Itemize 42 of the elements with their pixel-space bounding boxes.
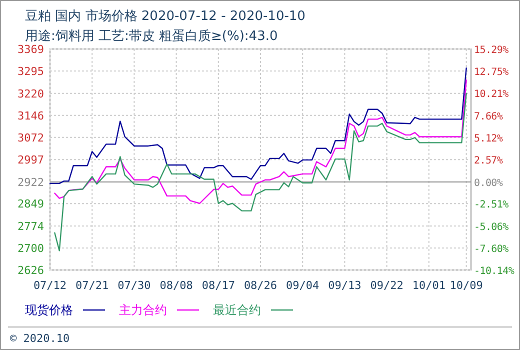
x-tick-label: 09/04 — [286, 279, 320, 292]
y-tick-label: 3146 — [18, 109, 44, 122]
x-tick-label: 08/26 — [244, 279, 278, 292]
x-tick-label: 10/01 — [412, 279, 446, 292]
x-tick-label: 07/30 — [118, 279, 151, 292]
y2-tick-label: -7.60% — [474, 244, 509, 255]
y2-tick-label: -5.06% — [474, 222, 509, 233]
x-tick-label: 08/08 — [160, 279, 193, 292]
chart-title: 豆粕 国内 市场价格 2020-07-12 - 2020-10-10 — [25, 9, 306, 24]
y2-tick-label: 10.21% — [474, 89, 509, 100]
y-tick-label: 2700 — [18, 242, 44, 255]
y2-tick-label: 5.12% — [474, 133, 503, 144]
text: © 2020.10 — [10, 332, 70, 345]
y-tick-label: 2774 — [18, 220, 44, 233]
y2-tick-label: 0.00% — [474, 178, 503, 189]
line-series — [49, 67, 467, 184]
x-tick-label: 09/22 — [370, 279, 404, 292]
y-tick-label: 3295 — [18, 65, 44, 78]
y-tick-label: 3369 — [18, 43, 44, 56]
y-tick-label: 2849 — [18, 198, 44, 211]
y-tick-label: 2922 — [18, 176, 44, 189]
y2-tick-label: 2.57% — [474, 156, 503, 167]
y2-tick-label: 12.75% — [474, 67, 509, 78]
line-series — [54, 79, 467, 204]
legend-label: 现货价格 — [25, 303, 73, 317]
y2-tick-label: 7.66% — [474, 111, 503, 122]
x-tick-label: 09/13 — [328, 279, 362, 292]
y2-tick-label: -2.51% — [474, 200, 509, 211]
y-tick-label: 2997 — [18, 154, 44, 167]
y-tick-label: 2626 — [18, 264, 44, 277]
y2-tick-label: -10.14% — [474, 266, 514, 277]
y-tick-label: 3072 — [18, 131, 44, 144]
x-tick-label: 07/12 — [33, 279, 67, 292]
line-series — [54, 92, 467, 252]
chart-subtitle: 用途:饲料用 工艺:带皮 粗蛋白质≥(%):43.0 — [25, 29, 278, 44]
y-tick-label: 3220 — [18, 87, 44, 100]
legend-label: 最近合约 — [213, 303, 261, 317]
x-tick-label: 08/17 — [202, 279, 235, 292]
x-tick-label: 07/21 — [76, 279, 109, 292]
y2-tick-label: 15.29% — [474, 45, 509, 56]
legend-label: 主力合约 — [119, 303, 167, 317]
x-tick-label: 10/09 — [450, 279, 483, 292]
